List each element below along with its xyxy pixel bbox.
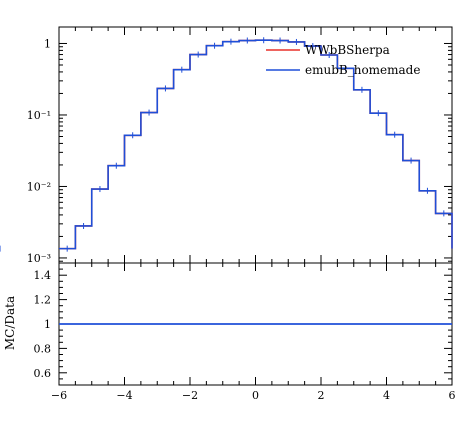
x-tick-label: −4 bbox=[116, 389, 132, 402]
x-tick-label: −2 bbox=[182, 389, 198, 402]
ratio-y-tick-label: 1.4 bbox=[34, 269, 52, 282]
x-tick-label: 2 bbox=[318, 389, 325, 402]
main-y-tick-label: 10⁻² bbox=[27, 180, 51, 193]
ratio-y-tick-label: 0.6 bbox=[34, 367, 52, 380]
legend-label-wwbbsherpa: WWbBSherpa bbox=[305, 43, 390, 57]
main-series-layer bbox=[0, 37, 453, 252]
x-tick-label: 4 bbox=[383, 389, 390, 402]
ratio-y-tick-label: 1 bbox=[44, 318, 51, 331]
main-y-ticks: 10⁻³ 10⁻² 10⁻¹ 1 bbox=[27, 37, 452, 265]
x-tick-label: −6 bbox=[51, 389, 67, 402]
ratio-y-tick-label: 0.8 bbox=[34, 342, 52, 355]
ratio-y-ticks: 0.6 0.8 1 1.2 1.4 bbox=[34, 268, 452, 380]
ratio-y-tick-label: 1.2 bbox=[34, 294, 52, 307]
x-tick-label: 0 bbox=[252, 389, 259, 402]
ratio-y-axis-label: MC/Data bbox=[3, 296, 17, 350]
main-y-tick-label: 1 bbox=[44, 37, 51, 50]
main-y-tick-label: 10⁻¹ bbox=[27, 109, 51, 122]
legend: WWbBSherpa emubB_homemade bbox=[266, 43, 420, 77]
legend-label-emubb-homemade: emubB_homemade bbox=[305, 63, 420, 77]
main-y-tick-label: 10⁻³ bbox=[27, 252, 51, 265]
x-axis-ticks: −6 −4 −2 0 2 4 6 bbox=[51, 27, 456, 402]
series-line-emubb-homemade bbox=[59, 39, 453, 250]
x-tick-label: 6 bbox=[449, 389, 456, 402]
